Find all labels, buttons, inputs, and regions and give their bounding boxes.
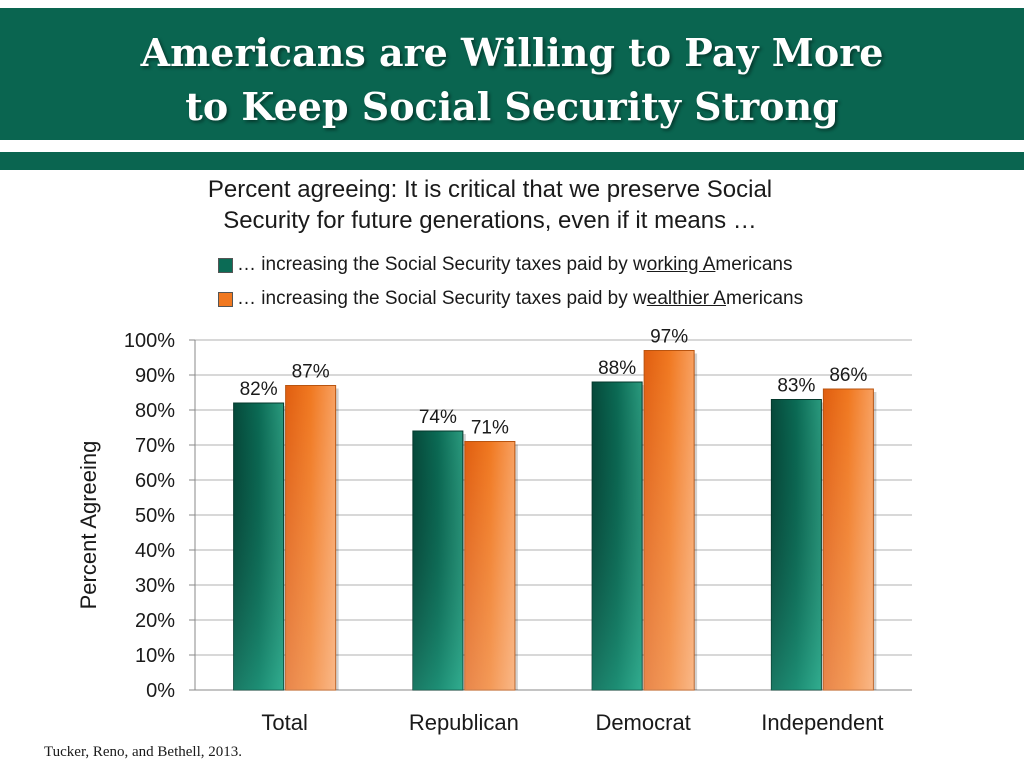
slide-title-line-2: to Keep Social Security Strong: [185, 84, 839, 129]
y-tick-label: 80%: [135, 400, 175, 422]
data-label: 74%: [419, 407, 457, 428]
bar-sheen: [592, 382, 643, 690]
legend-item-wealthier: … increasing the Social Security taxes p…: [218, 288, 803, 310]
title-divider-stripe: [0, 152, 1024, 170]
y-tick-label: 50%: [135, 505, 175, 527]
bar-sheen: [644, 350, 695, 690]
data-label: 88%: [598, 358, 636, 379]
data-label: 87%: [292, 362, 330, 383]
y-tick-label: 20%: [135, 610, 175, 632]
chart-subtitle-line-1: Percent agreeing: It is critical that we…: [207, 176, 773, 203]
y-tick-label: 90%: [135, 365, 175, 387]
x-tick-label: Democrat: [595, 710, 690, 735]
y-tick-label: 70%: [135, 435, 175, 457]
slide-title-line-1: Americans are Willing to Pay More: [140, 30, 884, 75]
y-tick-label: 0%: [146, 680, 175, 702]
legend-label-wealthier: … increasing the Social Security taxes p…: [237, 288, 804, 309]
bar-sheen: [233, 403, 284, 690]
x-tick-label: Republican: [409, 710, 519, 735]
y-axis-title: Percent Agreeing: [76, 441, 101, 610]
y-tick-label: 100%: [124, 330, 175, 352]
slide-title: Americans are Willing to Pay More to Kee…: [0, 26, 1024, 134]
chart-subtitle: Percent agreeing: It is critical that we…: [160, 174, 820, 236]
title-banner: [0, 8, 1024, 140]
y-tick-label: 30%: [135, 575, 175, 597]
y-tick-label: 10%: [135, 645, 175, 667]
data-label: 97%: [650, 327, 688, 348]
legend-swatch-working: [218, 257, 233, 273]
bar-sheen: [823, 389, 874, 690]
legend-label-working: … increasing the Social Security taxes p…: [237, 254, 793, 275]
legend-swatch-wealthier: [218, 291, 233, 307]
y-tick-label: 40%: [135, 540, 175, 562]
data-label: 71%: [471, 418, 509, 439]
bar-sheen: [285, 385, 336, 690]
x-tick-label: Independent: [761, 710, 883, 735]
chart-subtitle-line-2: Security for future generations, even if…: [223, 207, 757, 234]
bar-sheen: [771, 399, 822, 690]
bar-sheen: [412, 431, 463, 690]
data-label: 83%: [777, 376, 815, 397]
data-label: 86%: [829, 365, 867, 386]
source-citation: Tucker, Reno, and Bethell, 2013.: [44, 744, 242, 760]
legend-item-working: … increasing the Social Security taxes p…: [218, 254, 793, 276]
data-label: 82%: [240, 379, 278, 400]
bar-sheen: [464, 441, 515, 690]
y-tick-label: 60%: [135, 470, 175, 492]
x-tick-label: Total: [261, 710, 307, 735]
